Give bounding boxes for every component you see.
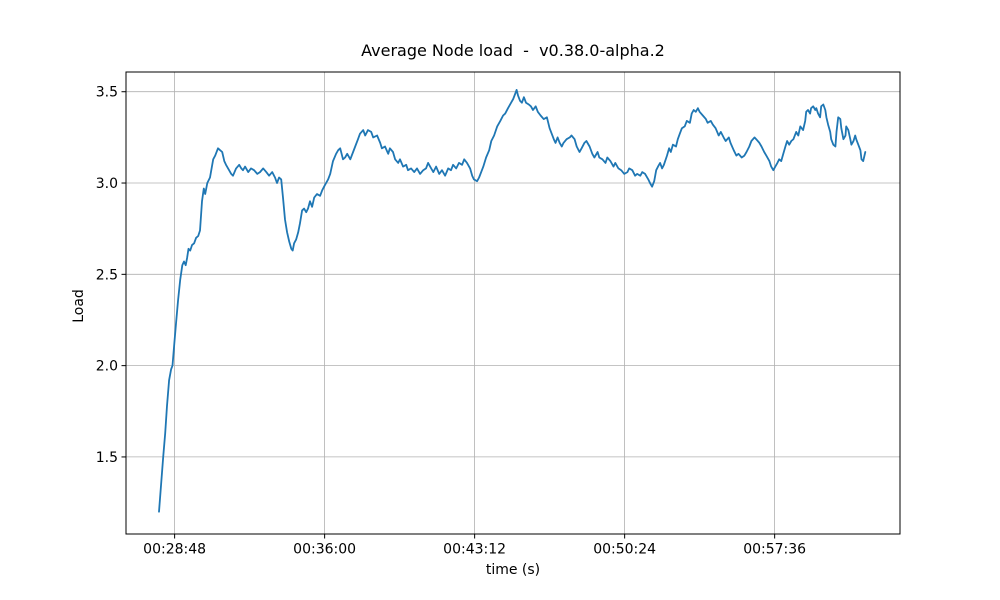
y-tick-label: 3.5 bbox=[96, 85, 118, 101]
y-tick-label: 2.5 bbox=[96, 267, 118, 283]
x-tick-label: 00:57:36 bbox=[743, 542, 806, 558]
x-tick-label: 00:28:48 bbox=[143, 542, 206, 558]
x-tick-label: 00:43:12 bbox=[443, 542, 506, 558]
y-tick-label: 3.0 bbox=[96, 176, 118, 192]
y-tick-label: 2.0 bbox=[96, 359, 118, 375]
x-tick-label: 00:50:24 bbox=[593, 542, 656, 558]
y-axis-label: Load bbox=[71, 289, 87, 323]
x-axis-label: time (s) bbox=[485, 562, 541, 578]
data-line bbox=[158, 89, 867, 513]
plot-border bbox=[125, 71, 901, 535]
x-tick-label: 00:36:00 bbox=[293, 542, 356, 558]
chart-title: Average Node load - v0.38.0-alpha.2 bbox=[361, 41, 665, 60]
y-tick-label: 1.5 bbox=[96, 450, 118, 466]
